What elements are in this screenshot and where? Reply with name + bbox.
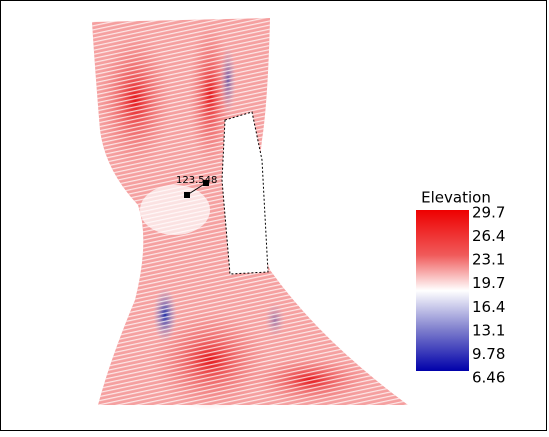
legend-label: 9.78 <box>472 345 505 363</box>
legend-label: 6.46 <box>472 369 505 387</box>
legend-label: 26.4 <box>472 227 505 245</box>
legend-label: 13.1 <box>472 321 505 339</box>
legend-label: 16.4 <box>472 298 505 316</box>
legend-label: 19.7 <box>472 274 505 292</box>
legend-label: 23.1 <box>472 251 505 269</box>
viewport: 123.548 Elevation 29.726.423.119.716.413… <box>0 0 549 433</box>
legend-label: 29.7 <box>472 204 505 222</box>
probe-label: 123.548 <box>176 175 217 186</box>
color-bar <box>416 210 469 371</box>
